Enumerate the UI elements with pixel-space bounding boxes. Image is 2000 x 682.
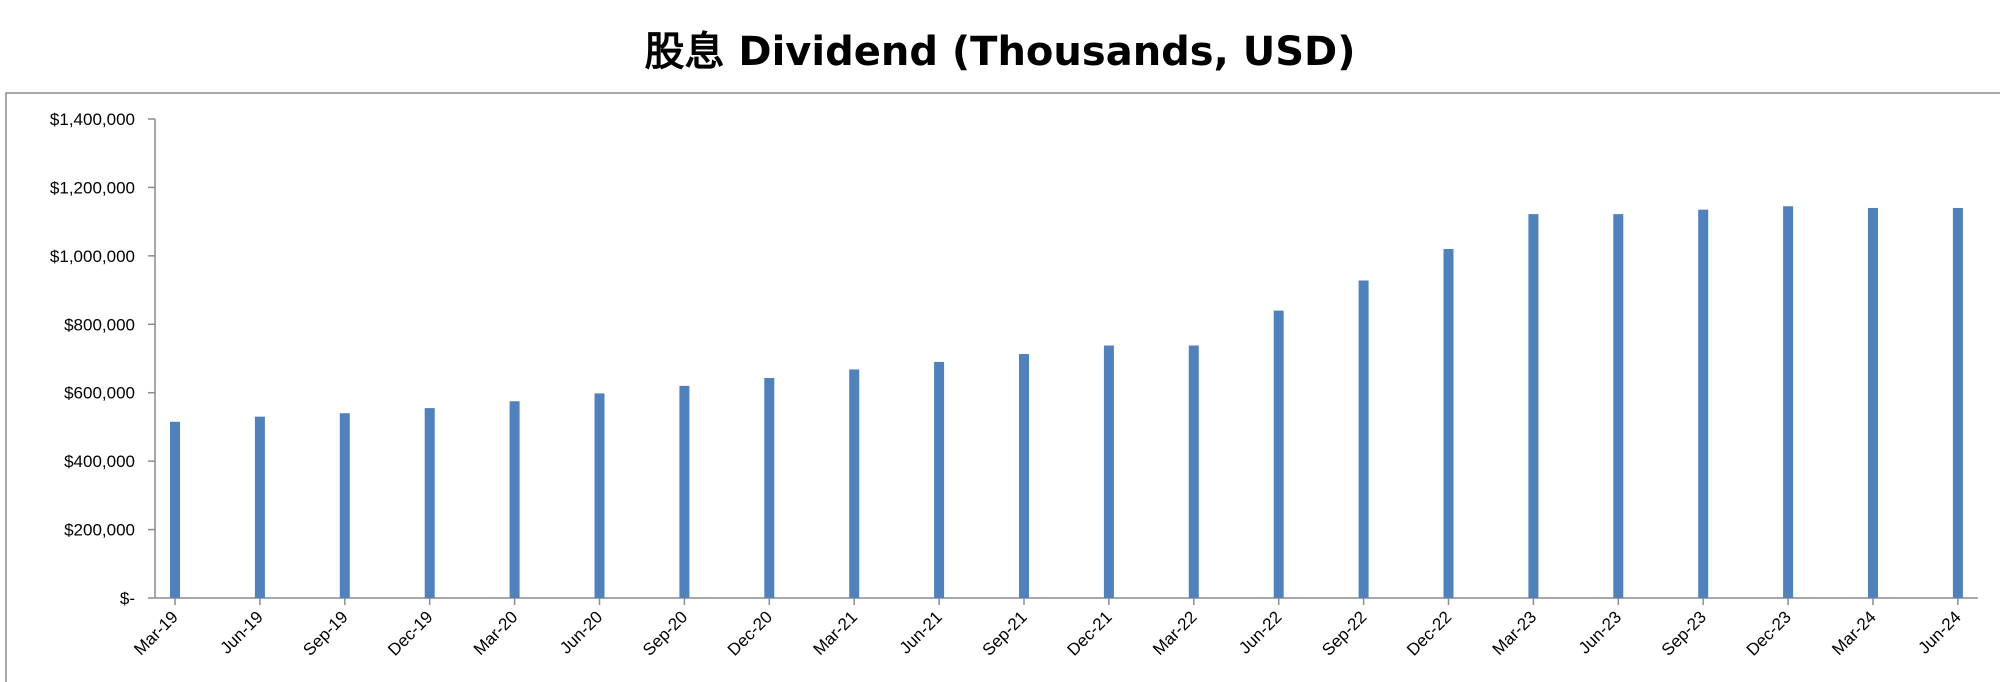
bar: [594, 393, 605, 598]
x-tick-label: Jun-20: [556, 607, 606, 657]
x-tick-label: Mar-24: [1828, 607, 1880, 659]
y-tick-label: $1,400,000: [50, 110, 135, 129]
bar: [934, 361, 945, 598]
bars: [170, 206, 1963, 599]
bar: [1443, 249, 1454, 598]
bar: [679, 385, 690, 598]
x-tick-label: Mar-21: [810, 607, 862, 659]
bar: [1952, 207, 1963, 598]
bar: [170, 421, 180, 598]
x-tick-label: Dec-22: [1403, 607, 1455, 659]
y-tick-label: $800,000: [64, 315, 135, 334]
bar: [1783, 206, 1794, 598]
y-tick-label: $1,000,000: [50, 247, 135, 266]
x-tick-label: Dec-21: [1064, 607, 1116, 659]
bar: [1358, 280, 1369, 598]
x-tick-label: Sep-19: [299, 607, 351, 659]
bar: [1698, 209, 1709, 599]
x-tick-label: Jun-19: [217, 607, 267, 657]
x-axis: Mar-19 Jun-19 Sep-19 Dec-19 Mar-20 Jun-20 Sep-…: [130, 597, 1978, 660]
x-tick-label: Jun-22: [1235, 607, 1285, 657]
x-tick-label: Sep-20: [639, 607, 691, 659]
bar: [1103, 345, 1114, 598]
x-tick-label: Dec-23: [1743, 607, 1795, 659]
y-tick-label: $1,200,000: [50, 178, 135, 197]
bar: [1868, 207, 1878, 598]
bar: [1528, 214, 1539, 598]
x-tick-label: Mar-22: [1149, 607, 1201, 659]
y-tick-label: $-: [120, 589, 135, 608]
chart-title: 股息 Dividend (Thousands, USD): [644, 29, 1356, 75]
y-tick-label: $600,000: [64, 384, 135, 403]
y-axis: $- $200,000 $400,000 $600,000 $800,000 $1,000…: [50, 110, 156, 608]
y-tick-label: $400,000: [64, 452, 135, 471]
bar: [1019, 354, 1029, 598]
x-tick-label: Sep-22: [1318, 607, 1370, 659]
plot-area-frame: [5, 92, 2000, 682]
x-tick-label: Jun-24: [1915, 607, 1965, 657]
x-tick-label: Jun-23: [1575, 607, 1625, 657]
bar: [1613, 214, 1624, 598]
bar: [339, 413, 350, 598]
bar: [509, 401, 520, 598]
bar: [764, 378, 775, 598]
bar: [1273, 310, 1284, 598]
x-tick-label: Dec-20: [724, 607, 776, 659]
bar: [1188, 345, 1199, 598]
x-tick-label: Mar-20: [470, 607, 522, 659]
y-tick-label: $200,000: [64, 521, 135, 540]
bar: [849, 369, 860, 598]
x-tick-label: Sep-23: [1658, 607, 1710, 659]
bar: [424, 408, 435, 598]
x-tick-label: Sep-21: [979, 607, 1031, 659]
bar: [254, 416, 265, 598]
x-tick-label: Dec-19: [384, 607, 436, 659]
x-tick-label: Mar-23: [1489, 607, 1541, 659]
x-tick-label: Jun-21: [896, 607, 946, 657]
x-tick-label: Mar-19: [130, 607, 182, 659]
